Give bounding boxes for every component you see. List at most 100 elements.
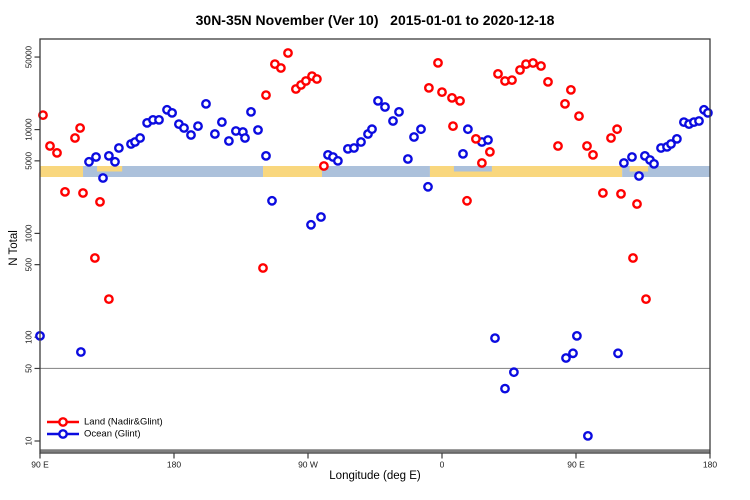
x-tick-label: 90 W: [298, 460, 318, 470]
data-point-ocean: [223, 136, 234, 146]
data-point-ocean: [613, 348, 623, 359]
data-point-land: [52, 147, 62, 158]
data-point-ocean: [104, 150, 114, 161]
data-point-land: [433, 58, 443, 68]
data-point-land: [515, 65, 525, 75]
data-point-land: [95, 196, 105, 207]
data-point-land: [553, 141, 563, 151]
data-point-land: [75, 123, 86, 133]
data-point-land: [462, 195, 472, 206]
y-tick-label: 50000: [25, 45, 34, 68]
x-tick-label: 90 E: [31, 460, 49, 470]
data-point-land: [261, 90, 271, 101]
data-point-ocean: [246, 107, 256, 117]
data-point-ocean: [627, 152, 637, 162]
data-point-ocean: [98, 173, 108, 183]
data-point-land: [275, 63, 286, 73]
data-point-ocean: [423, 181, 433, 192]
legend-label: Land (Nadir&Glint): [84, 417, 163, 428]
surface-band-segment-land: [429, 166, 623, 177]
data-point-land: [60, 186, 70, 197]
x-tick-label: 180: [167, 460, 181, 470]
data-point-ocean: [201, 99, 211, 109]
data-point-land: [448, 121, 458, 132]
legend-marker: [58, 429, 68, 439]
surface-band-segment-land: [263, 166, 322, 177]
data-point-ocean: [356, 137, 366, 147]
data-point-land: [628, 253, 638, 263]
x-axis-label: Longitude (deg E): [329, 470, 421, 482]
data-point-land: [45, 141, 55, 151]
data-point-land: [493, 69, 503, 79]
data-point-ocean: [110, 156, 120, 167]
legend-marker: [58, 417, 68, 427]
data-point-ocean: [619, 158, 629, 168]
data-point-land: [90, 253, 100, 263]
data-point-land: [598, 188, 608, 198]
surface-band-segment-ocean: [622, 166, 710, 177]
data-point-ocean: [666, 139, 676, 149]
legend-label: Ocean (Glint): [84, 429, 141, 440]
data-point-land: [423, 83, 434, 93]
data-point-ocean: [568, 348, 578, 359]
data-point-land: [455, 96, 465, 106]
data-point-ocean: [154, 115, 164, 125]
data-point-land: [437, 87, 447, 98]
data-point-ocean: [114, 143, 124, 153]
data-point-land: [78, 188, 88, 198]
data-point-land: [566, 85, 576, 95]
data-point-ocean: [306, 219, 316, 230]
data-point-land: [641, 294, 651, 304]
surface-band-segment-land: [40, 166, 84, 177]
data-point-ocean: [186, 130, 196, 140]
data-point-land: [484, 146, 495, 157]
data-point-ocean: [179, 123, 189, 133]
data-point-ocean: [672, 133, 682, 144]
chart-title: 30N-35N November (Ver 10) 2015-01-01 to …: [195, 12, 555, 28]
data-point-ocean: [462, 124, 473, 135]
data-point-ocean: [316, 212, 326, 222]
data-point-ocean: [500, 383, 510, 394]
y-tick-label: 100: [25, 330, 34, 344]
data-point-ocean: [509, 367, 519, 378]
data-point-land: [612, 124, 622, 135]
data-point-ocean: [583, 430, 593, 441]
data-point-ocean: [91, 152, 101, 162]
data-point-ocean: [458, 148, 468, 159]
data-point-land: [104, 294, 114, 304]
data-point-land: [311, 74, 322, 84]
data-point-land: [528, 58, 538, 68]
data-point-land: [70, 133, 80, 143]
data-point-land: [588, 149, 598, 160]
data-point-ocean: [572, 330, 582, 341]
data-point-ocean: [634, 171, 644, 181]
data-point-ocean: [694, 116, 704, 126]
data-point-ocean: [167, 108, 178, 118]
data-point-ocean: [135, 133, 146, 143]
data-point-ocean: [84, 156, 94, 167]
y-tick-label: 10000: [25, 118, 34, 141]
surface-band-overlay-land: [97, 166, 123, 172]
y-tick-label: 50: [25, 363, 34, 372]
y-tick-label: 500: [25, 257, 34, 271]
data-point-land: [560, 99, 570, 109]
data-point-land: [543, 77, 553, 87]
surface-band-overlay-land: [629, 166, 649, 172]
surface-band-segment-ocean: [83, 166, 264, 177]
x-tick-label: 180: [703, 460, 717, 470]
data-point-land: [536, 61, 546, 71]
data-point-land: [470, 133, 481, 144]
data-point-land: [38, 110, 48, 121]
data-point-ocean: [483, 135, 493, 145]
data-point-ocean: [209, 129, 220, 139]
data-point-ocean: [332, 155, 343, 166]
data-point-land: [616, 188, 626, 199]
data-point-land: [574, 111, 584, 122]
data-point-ocean: [649, 158, 659, 169]
data-point-ocean: [76, 347, 86, 357]
data-point-ocean: [267, 195, 277, 206]
surface-band-segment-ocean: [321, 166, 430, 177]
data-point-ocean: [561, 353, 571, 363]
data-point-ocean: [394, 107, 404, 117]
